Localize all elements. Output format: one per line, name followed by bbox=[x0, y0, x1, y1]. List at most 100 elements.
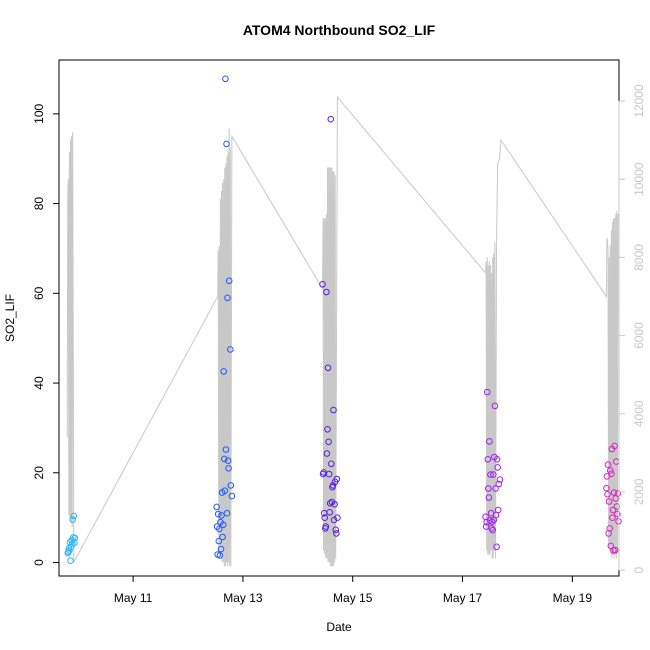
y2-tick-label: 4000 bbox=[632, 400, 646, 427]
data-point bbox=[66, 547, 73, 554]
data-point bbox=[613, 503, 621, 510]
data-point bbox=[69, 516, 76, 523]
y2-tick-label: 8000 bbox=[632, 244, 646, 271]
data-point bbox=[494, 506, 502, 514]
data-point bbox=[604, 461, 612, 469]
data-point bbox=[333, 530, 340, 537]
data-point bbox=[319, 281, 326, 288]
data-point bbox=[606, 467, 614, 474]
data-point bbox=[324, 364, 332, 372]
data-point bbox=[325, 438, 332, 446]
data-point bbox=[227, 482, 235, 489]
data-point bbox=[614, 490, 622, 497]
data-point bbox=[489, 526, 497, 534]
data-point bbox=[488, 518, 496, 526]
data-point bbox=[491, 402, 499, 410]
data-point bbox=[333, 475, 341, 483]
data-point bbox=[71, 534, 79, 542]
data-point bbox=[65, 548, 72, 556]
x-axis: May 11 May 13 May 15 May 17 May 19 bbox=[114, 575, 593, 605]
y2-tick-label: 10000 bbox=[632, 162, 646, 196]
data-point bbox=[611, 442, 618, 450]
data-point bbox=[493, 456, 501, 463]
data-point bbox=[215, 537, 223, 545]
data-point bbox=[219, 533, 226, 541]
data-point bbox=[610, 489, 618, 496]
data-point bbox=[213, 503, 220, 511]
secondary-series-line bbox=[66, 95, 619, 567]
data-point bbox=[330, 406, 337, 414]
data-point bbox=[225, 465, 232, 472]
data-point bbox=[325, 470, 333, 478]
data-point bbox=[221, 455, 228, 463]
data-point bbox=[609, 506, 617, 514]
data-point bbox=[70, 512, 78, 520]
y2-tick-label: 0 bbox=[632, 566, 646, 573]
data-point bbox=[614, 510, 621, 518]
chart-title: ATOM4 Northbound SO2_LIF bbox=[243, 22, 436, 38]
data-point bbox=[223, 509, 231, 517]
data-point bbox=[216, 525, 223, 533]
data-point bbox=[217, 545, 225, 553]
data-point bbox=[484, 456, 492, 463]
data-point bbox=[485, 485, 492, 492]
y-tick-label: 20 bbox=[32, 466, 46, 480]
data-point bbox=[214, 510, 222, 518]
secondary-series bbox=[66, 95, 619, 567]
data-point bbox=[228, 492, 236, 500]
data-point bbox=[486, 438, 493, 445]
data-point bbox=[490, 471, 497, 478]
data-point bbox=[221, 487, 229, 495]
y2-axis: 0 2000 4000 6000 8000 10000 12000 bbox=[618, 84, 646, 573]
x-tick-label: May 15 bbox=[333, 591, 373, 605]
data-point bbox=[321, 514, 329, 522]
x-tick-label: May 17 bbox=[443, 591, 483, 605]
data-point bbox=[605, 498, 613, 505]
data-point bbox=[494, 464, 502, 471]
x-tick-label: May 19 bbox=[553, 591, 593, 605]
data-point bbox=[224, 457, 232, 465]
data-point bbox=[223, 140, 230, 148]
data-point bbox=[330, 516, 338, 524]
x-tick-label: May 11 bbox=[114, 591, 153, 605]
data-point bbox=[331, 500, 338, 508]
plot-frame bbox=[58, 59, 620, 577]
data-point bbox=[485, 494, 493, 501]
data-point bbox=[609, 514, 616, 522]
y2-tick-label: 2000 bbox=[632, 478, 646, 505]
y-tick-label: 80 bbox=[32, 197, 46, 211]
data-point bbox=[327, 115, 335, 123]
data-point bbox=[329, 482, 337, 489]
data-point bbox=[326, 500, 334, 507]
data-point bbox=[71, 539, 78, 547]
data-point bbox=[487, 471, 494, 478]
data-point bbox=[67, 557, 74, 565]
data-point bbox=[227, 346, 234, 353]
data-point bbox=[222, 75, 229, 83]
data-point bbox=[219, 521, 227, 529]
data-point bbox=[492, 485, 499, 492]
primary-series bbox=[64, 75, 622, 565]
data-point bbox=[220, 368, 227, 375]
data-point bbox=[225, 277, 233, 285]
data-point bbox=[67, 543, 75, 551]
data-point bbox=[496, 476, 504, 483]
data-point bbox=[334, 514, 341, 522]
data-point bbox=[218, 512, 225, 519]
x-tick-label: May 13 bbox=[223, 591, 263, 605]
y-axis-label: SO2_LIF bbox=[3, 294, 17, 342]
data-point bbox=[328, 460, 335, 468]
y-tick-label: 40 bbox=[32, 376, 46, 390]
data-point bbox=[323, 288, 330, 296]
data-point bbox=[224, 294, 231, 302]
y-axis: 0 20 40 60 80 100 bbox=[32, 104, 60, 566]
data-point bbox=[324, 426, 331, 433]
data-point bbox=[483, 388, 491, 396]
data-point bbox=[606, 525, 614, 532]
y-tick-label: 0 bbox=[32, 559, 46, 566]
y-tick-label: 60 bbox=[32, 286, 46, 300]
y2-tick-label: 6000 bbox=[632, 322, 646, 349]
data-point bbox=[603, 484, 610, 492]
y2-tick-label: 12000 bbox=[632, 84, 646, 118]
